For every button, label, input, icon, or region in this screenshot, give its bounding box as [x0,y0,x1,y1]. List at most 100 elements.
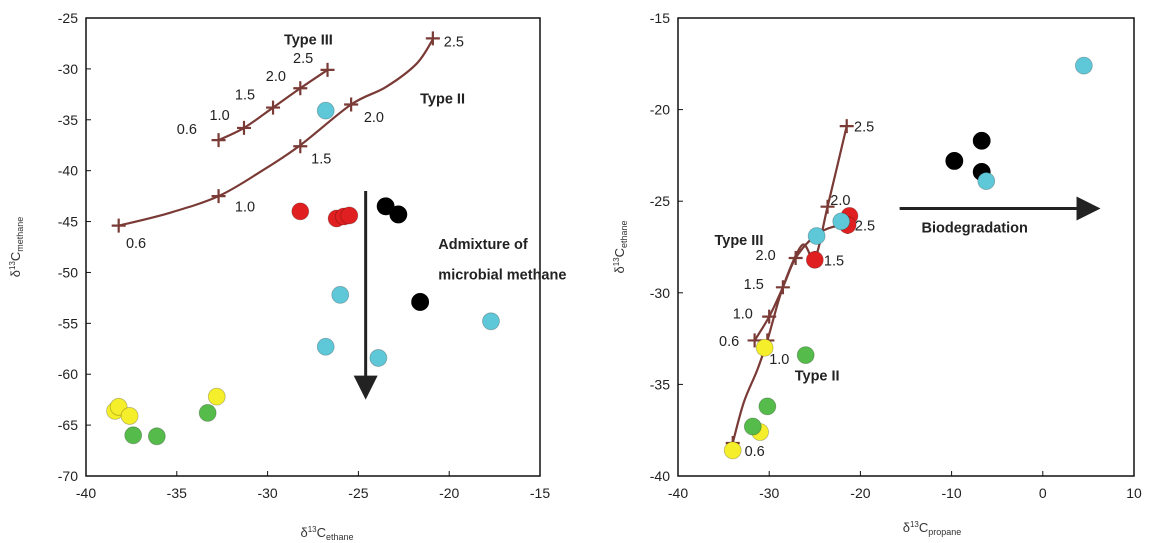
right-chart-point-green [796,346,815,364]
left-chart-y-tick-label: -35 [58,112,78,128]
left-chart-y-axis-label: δ13Cmethane [8,217,25,278]
left-chart-x-tick-label: -20 [439,485,459,501]
right-chart-x-tick-label: -30 [759,485,779,501]
right-chart-x-tick-label: 0 [1039,485,1047,501]
left-chart-curve-type-ii-maturity-label: 1.0 [235,199,255,215]
left-chart-y-tick-label: -65 [58,417,78,433]
left-chart-curve-type-iii-maturity-label: 2.5 [293,51,313,67]
left-chart-curve-type-ii-marker [344,97,359,112]
right-chart-curve-type-ii-maturity-label: 1.0 [769,352,789,368]
right-chart-labels: 0.6 1.0 1.5 2.0 2.5 0.6 1.0 1.5 2.0 2.5 [719,120,875,460]
left-chart-curve-type-ii-maturity-label: 2.5 [444,34,464,50]
right-chart-point-yellow [723,441,742,460]
left-chart: 0.61.01.52.02.50.61.01.52.02.5 Type IIIT… [8,10,566,542]
left-chart-curve-type-ii-marker [111,218,126,233]
left-chart-curve-type-iii-marker [266,100,281,115]
left-chart-curve-type-ii-maturity-label: 0.6 [126,236,146,252]
left-chart-curves [111,31,440,233]
right-chart-point-yellow [755,338,774,357]
left-chart-curve-type-ii-maturity-label: 1.5 [311,152,331,168]
right-chart-y-tick-label: -30 [650,285,670,301]
right-chart-point-cyan [977,172,996,190]
left-chart-annotation: Type III [284,32,333,48]
right-chart-annotations: Type III Type II Biodegradation [714,220,1027,384]
left-chart-labels: 0.6 1.0 1.5 2.0 2.5 0.6 1.0 1.5 2.0 2.5 [126,34,464,252]
left-chart-annotation: Admixture of [438,237,528,253]
left-chart-curve-type-iii-maturity-label: 2.0 [266,69,286,85]
right-chart-curve-type-iii-maturity-label: 0.6 [719,334,739,350]
left-chart-curve-type-iii-marker [211,133,226,148]
left-chart-point-cyan [369,349,388,367]
left-chart-y-tick-label: -70 [58,468,78,484]
right-chart-curve-type-iii-marker [747,333,762,348]
right-chart-ticks: -40 -30 -20 -10 0 10 -15 -20 -25 -30 -35 -40 [650,10,1142,501]
left-chart-y-tick-label: -40 [58,163,78,179]
right-chart-frame [677,17,1135,477]
right-chart-x-tick-label: -40 [668,485,688,501]
right-chart-point-cyan [832,212,851,231]
right-chart-curve-type-ii-maturity-label: 0.6 [745,444,765,460]
right-chart-curve-type-iii-maturity-label: 1.0 [733,306,753,322]
left-chart-y-tick-label: -45 [58,214,78,230]
right-chart-y-tick-label: -40 [650,468,670,484]
left-chart-x-tick-label: -15 [530,485,550,501]
left-chart-point-green [147,427,166,446]
left-chart-point-green [198,403,217,422]
right-chart-y-tick-label: -35 [650,376,670,392]
right-chart-point-black [972,131,991,150]
right-chart-y-tick-label: -25 [650,193,670,209]
right-chart-annotation: Biodegradation [922,220,1028,236]
right-chart-curve-type-ii-maturity-label: 1.5 [824,253,844,269]
right-chart-curve-type-ii-maturity-label: 2.5 [854,120,874,136]
left-chart-y-tick-label: -60 [58,366,78,382]
left-chart-y-tick-label: -50 [58,264,78,280]
left-chart-point-cyan [482,312,500,331]
right-chart-y-tick-label: -20 [650,102,670,118]
left-chart-annotations: Type III Type II Admixture of microbial met… [284,32,566,283]
right-chart-x-tick-label: 10 [1126,485,1142,501]
left-chart-x-tick-label: -35 [167,485,187,501]
right-chart-x-axis-label: δ13Cpropane [903,520,962,537]
right-chart-curve-type-ii-marker [820,199,835,214]
right-chart: 0.61.01.52.02.50.61.01.52.02.5 Type IIIT… [612,10,1142,537]
right-chart-x-tick-label: -10 [941,485,961,501]
left-chart-point-black [389,205,408,224]
left-chart-curve-type-iii-maturity-label: 1.5 [235,87,255,103]
left-chart-point-yellow [207,387,226,406]
right-chart-x-tick-label: -20 [850,485,870,501]
left-chart-points [106,101,500,446]
left-chart-y-tick-label: -30 [58,61,78,77]
right-chart-annotation: Type III [714,233,763,249]
left-chart-annotation: Type II [420,91,465,107]
right-chart-curve-type-iii-maturity-label: 2.5 [855,219,875,235]
right-chart-y-axis-label: δ13Cethane [612,220,629,273]
right-chart-point-black [945,151,964,170]
left-chart-ticks: -40 -35 -30 -25 -20 -15 -25 -30 -35 -40 -45 -50 -55 -… [58,10,551,501]
right-chart-annotation: Type II [795,369,840,385]
right-chart-curve-type-ii [731,125,848,444]
left-chart-curve-type-iii-marker [236,120,251,135]
left-chart-curve-type-ii-marker [425,31,440,46]
left-chart-x-tick-label: -40 [76,485,96,501]
right-chart-point-cyan [1074,56,1093,75]
left-chart-curve-type-ii-marker [211,189,226,204]
left-chart-curve-type-iii-maturity-label: 1.0 [209,108,229,124]
left-chart-frame [85,17,541,477]
left-chart-x-tick-label: -30 [257,485,277,501]
left-chart-curve-type-iii-marker [293,81,308,96]
left-chart-point-red [340,206,359,225]
right-chart-point-green [743,417,762,436]
left-chart-point-cyan [331,285,350,304]
left-chart-y-tick-label: -25 [58,10,78,26]
left-chart-point-yellow [120,407,139,425]
right-chart-curve-type-iii-maturity-label: 2.0 [756,248,776,264]
right-chart-point-cyan [807,227,826,245]
left-chart-curve-type-ii-maturity-label: 2.0 [364,110,384,126]
left-chart-y-tick-label: -55 [58,315,78,331]
left-chart-point-red [291,202,310,221]
left-chart-point-cyan [316,101,335,120]
left-chart-point-black [376,197,395,216]
right-chart-y-tick-label: -15 [650,10,670,26]
right-chart-points [723,56,1093,460]
